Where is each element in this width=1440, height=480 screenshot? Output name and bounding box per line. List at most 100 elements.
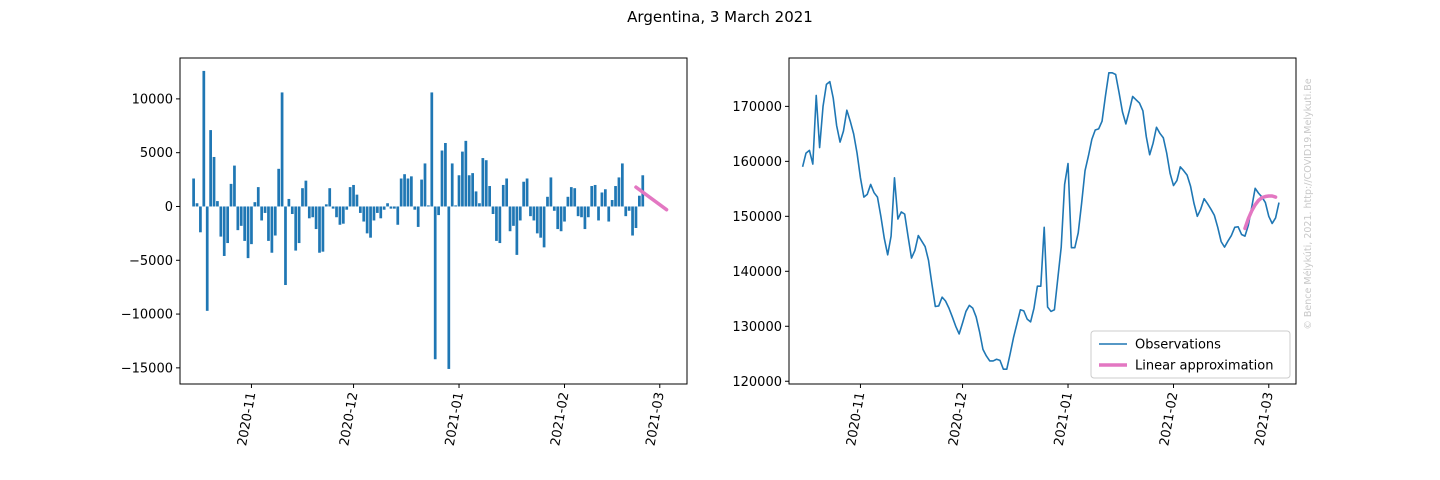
bar xyxy=(542,206,546,248)
bar xyxy=(345,206,349,210)
bar xyxy=(229,183,233,207)
left-y-axis: −15000 −10000 −5000 0 5000 10000 xyxy=(121,92,180,376)
bar xyxy=(365,206,369,234)
bar xyxy=(410,176,413,207)
bar xyxy=(569,187,573,207)
bar xyxy=(216,201,219,207)
bar xyxy=(590,186,594,207)
right-lines xyxy=(801,72,1280,370)
bar xyxy=(576,206,580,217)
bar xyxy=(501,184,505,207)
bar xyxy=(563,206,566,222)
legend-label-linear-approximation: Linear approximation xyxy=(1135,359,1273,374)
watermark: © Bence Mélykúti, 2021. http://COVID19.M… xyxy=(1303,78,1314,329)
right-y-tick-label: 170000 xyxy=(732,100,782,115)
bar xyxy=(498,206,502,244)
bar xyxy=(515,206,519,255)
bar xyxy=(277,168,281,207)
bar xyxy=(447,206,451,369)
bar xyxy=(338,206,342,225)
legend-box xyxy=(1090,330,1291,379)
bar xyxy=(433,206,437,360)
bar xyxy=(209,130,212,207)
bar xyxy=(324,204,328,207)
bar xyxy=(301,188,304,207)
bar xyxy=(195,203,199,207)
bar xyxy=(546,196,549,207)
right-y-tick-label: 140000 xyxy=(732,265,782,280)
bar xyxy=(573,188,577,207)
bar xyxy=(607,206,611,222)
bar xyxy=(297,206,301,244)
bar xyxy=(549,177,553,207)
bar xyxy=(580,206,583,218)
bar xyxy=(505,178,509,207)
bar xyxy=(620,163,624,207)
bar xyxy=(202,70,206,207)
bar xyxy=(294,206,298,251)
bar xyxy=(348,187,352,207)
left-y-tick-label: 10000 xyxy=(132,92,173,107)
bar xyxy=(437,206,440,216)
left-approximation-layer xyxy=(634,185,669,212)
left-plot-frame xyxy=(179,57,688,385)
bar xyxy=(535,206,539,234)
bar xyxy=(236,206,240,231)
bar xyxy=(454,205,457,207)
bar xyxy=(478,203,481,207)
bar xyxy=(600,192,604,207)
bar xyxy=(440,150,444,207)
bar xyxy=(627,206,631,211)
bar xyxy=(403,174,406,207)
bar xyxy=(352,184,355,207)
bar xyxy=(488,186,492,207)
bar xyxy=(396,206,400,225)
left-y-tick-label: 5000 xyxy=(140,146,173,161)
bar xyxy=(192,178,195,207)
bar xyxy=(508,206,512,232)
left-y-tick-label: 0 xyxy=(165,200,173,215)
bar xyxy=(239,206,243,226)
bar xyxy=(559,206,563,232)
bar xyxy=(597,206,600,221)
bar xyxy=(427,205,430,207)
bar xyxy=(311,206,315,218)
bar xyxy=(267,206,270,241)
bar xyxy=(566,196,570,207)
bar xyxy=(634,206,638,228)
bar xyxy=(287,198,291,207)
bar xyxy=(593,184,597,207)
left-y-tick-label: −5000 xyxy=(129,254,173,269)
bar xyxy=(253,202,257,207)
bar xyxy=(372,206,376,221)
legend: Observations Linear approximation xyxy=(1090,330,1291,379)
bar xyxy=(423,163,427,207)
bar xyxy=(624,206,628,217)
bar xyxy=(226,206,229,244)
bar xyxy=(290,206,294,215)
bar xyxy=(617,177,621,207)
bar xyxy=(586,206,590,218)
bar xyxy=(583,206,587,230)
bar xyxy=(603,189,607,207)
bar xyxy=(464,140,468,207)
left-y-tick-label: −15000 xyxy=(121,361,173,376)
bar xyxy=(355,194,359,207)
bar xyxy=(358,206,362,213)
bar xyxy=(484,160,488,207)
bar xyxy=(522,181,526,207)
bar xyxy=(280,92,284,207)
bar xyxy=(444,142,447,207)
bar xyxy=(341,206,345,224)
bar xyxy=(335,206,338,218)
bar xyxy=(328,188,332,207)
bar xyxy=(413,206,417,210)
bar xyxy=(471,173,474,207)
bar xyxy=(638,195,641,207)
bar xyxy=(199,206,202,233)
left-y-tick-label: −10000 xyxy=(121,308,173,323)
bar xyxy=(205,206,209,311)
bar xyxy=(631,206,634,236)
right-y-tick-label: 130000 xyxy=(732,320,782,335)
